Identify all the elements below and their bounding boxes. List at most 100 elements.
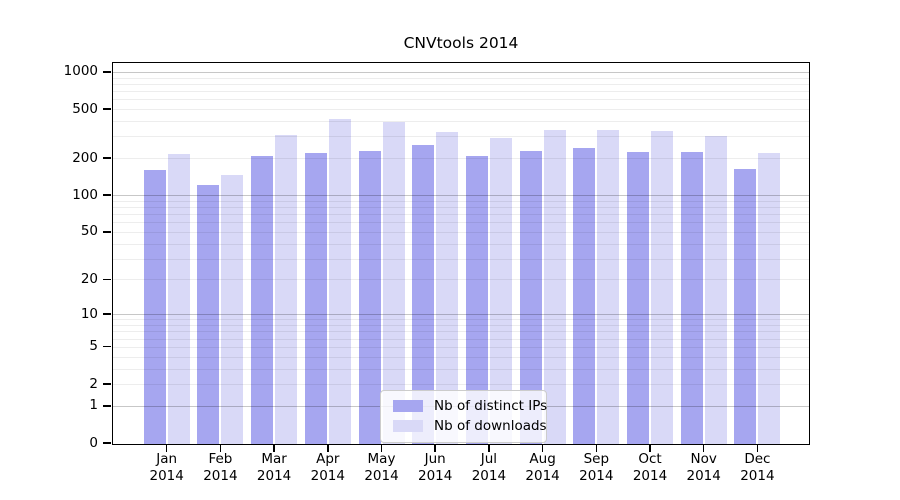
bar-distinct-ips-sep [573, 148, 596, 445]
bar-group-aug [519, 129, 566, 445]
y-tick-label: 20 [80, 270, 98, 287]
gridline-minor [112, 356, 810, 358]
bar-group-jun [412, 132, 459, 445]
bar-downloads-oct [651, 130, 673, 445]
x-tick-mark [273, 445, 275, 452]
legend-item-downloads: Nb of downloads [381, 416, 547, 436]
bar-downloads-feb [221, 174, 244, 445]
bar-group-oct [627, 130, 673, 445]
gridline-minor [112, 206, 810, 208]
bar-distinct-ips-aug [519, 151, 542, 445]
bar-group-dec [734, 153, 781, 445]
y-tick-label: 1000 [63, 63, 98, 80]
x-tick-mark [595, 445, 598, 452]
bar-downloads-jun [436, 132, 459, 445]
bar-group-nov [680, 136, 727, 445]
legend-label-distinct-ips: Nb of distinct IPs [434, 398, 548, 414]
y-tick-mark [103, 442, 111, 444]
x-tick-mark [165, 445, 168, 452]
gridline-minor [112, 346, 810, 348]
y-tick-label: 100 [72, 186, 98, 203]
y-tick-label: 200 [72, 149, 98, 166]
x-tick-mark [219, 445, 222, 452]
gridline-minor [112, 279, 810, 281]
y-tick-mark [103, 313, 111, 315]
x-tick-mark [541, 445, 544, 452]
bar-downloads-jan [167, 154, 190, 445]
y-tick-mark [103, 231, 111, 233]
bar-distinct-ips-oct [627, 151, 649, 445]
bar-distinct-ips-jul [465, 155, 488, 445]
y-tick-mark [103, 71, 111, 73]
bar-distinct-ips-may [358, 151, 381, 445]
bar-downloads-may [382, 122, 405, 445]
x-tick-label-nov: Nov 2014 [686, 451, 721, 484]
x-tick-label-jul: Jul 2014 [471, 451, 507, 484]
x-tick-label-mar: Mar 2014 [256, 451, 292, 484]
x-tick-label-dec: Dec 2014 [740, 451, 775, 484]
x-tick-label-feb: Feb 2014 [203, 451, 238, 484]
x-tick-label-oct: Oct 2014 [632, 451, 668, 484]
x-tick-label-may: May 2014 [364, 451, 399, 484]
x-tick-label-apr: Apr 2014 [310, 451, 345, 484]
x-tick-label-sep: Sep 2014 [579, 451, 614, 484]
x-tick-mark [434, 445, 436, 452]
plot-area: Nb of distinct IPs Nb of downloads [112, 62, 810, 445]
bar-downloads-mar [275, 134, 298, 445]
y-tick-label: 1 [89, 397, 98, 414]
gridline-minor [112, 83, 810, 85]
bar-group-may [358, 122, 405, 445]
gridline-minor [112, 331, 810, 333]
x-tick-mark [380, 445, 383, 452]
gridline-minor [112, 338, 810, 340]
bar-distinct-ips-jun [412, 144, 435, 445]
bar-distinct-ips-dec [734, 168, 757, 445]
y-tick-mark [103, 157, 111, 159]
x-tick-mark [756, 445, 759, 452]
gridline-minor [112, 136, 810, 138]
bar-group-feb [197, 174, 244, 445]
chart-title: CNVtools 2014 [403, 34, 519, 52]
bar-group-mar [251, 134, 298, 445]
bar-downloads-aug [543, 129, 566, 445]
gridline-minor [112, 258, 810, 260]
gridline-minor [112, 384, 810, 385]
legend-label-downloads: Nb of downloads [434, 418, 547, 434]
gridline-minor [112, 214, 810, 215]
bar-group-sep [573, 130, 620, 445]
bar-distinct-ips-apr [304, 152, 327, 445]
x-tick-label-jan: Jan 2014 [149, 451, 184, 484]
gridline-minor [112, 99, 810, 101]
x-tick-mark [327, 445, 329, 452]
y-tick-mark [103, 194, 111, 196]
gridline-minor [112, 243, 810, 245]
x-tick-label-jun: Jun 2014 [418, 451, 453, 484]
bar-downloads-apr [328, 119, 351, 445]
gridline-major [112, 71, 810, 73]
bar-distinct-ips-feb [197, 185, 220, 445]
y-tick-label: 5 [89, 338, 98, 355]
y-tick-label: 10 [80, 305, 98, 322]
x-tick-mark [488, 445, 490, 452]
y-tick-mark [103, 108, 111, 110]
gridline-minor [112, 77, 810, 79]
bar-downloads-nov [704, 136, 727, 445]
bar-downloads-sep [597, 130, 620, 445]
legend-item-distinct-ips: Nb of distinct IPs [381, 396, 548, 416]
bar-distinct-ips-mar [251, 156, 274, 445]
x-tick-mark [702, 445, 705, 452]
legend-swatch-distinct-ips [393, 400, 423, 412]
bar-downloads-jul [489, 138, 512, 445]
legend: Nb of distinct IPs Nb of downloads [380, 390, 547, 443]
gridline-minor [112, 231, 810, 233]
bar-distinct-ips-jan [143, 170, 166, 445]
y-tick-label: 2 [89, 375, 98, 392]
gridline-minor [112, 319, 810, 321]
gridline-minor [112, 121, 810, 122]
y-tick-mark [103, 383, 111, 385]
gridline-minor [112, 91, 810, 92]
x-tick-mark [649, 445, 651, 452]
gridline-major [112, 314, 810, 316]
y-tick-label: 500 [72, 100, 98, 117]
y-tick-mark [103, 405, 111, 407]
